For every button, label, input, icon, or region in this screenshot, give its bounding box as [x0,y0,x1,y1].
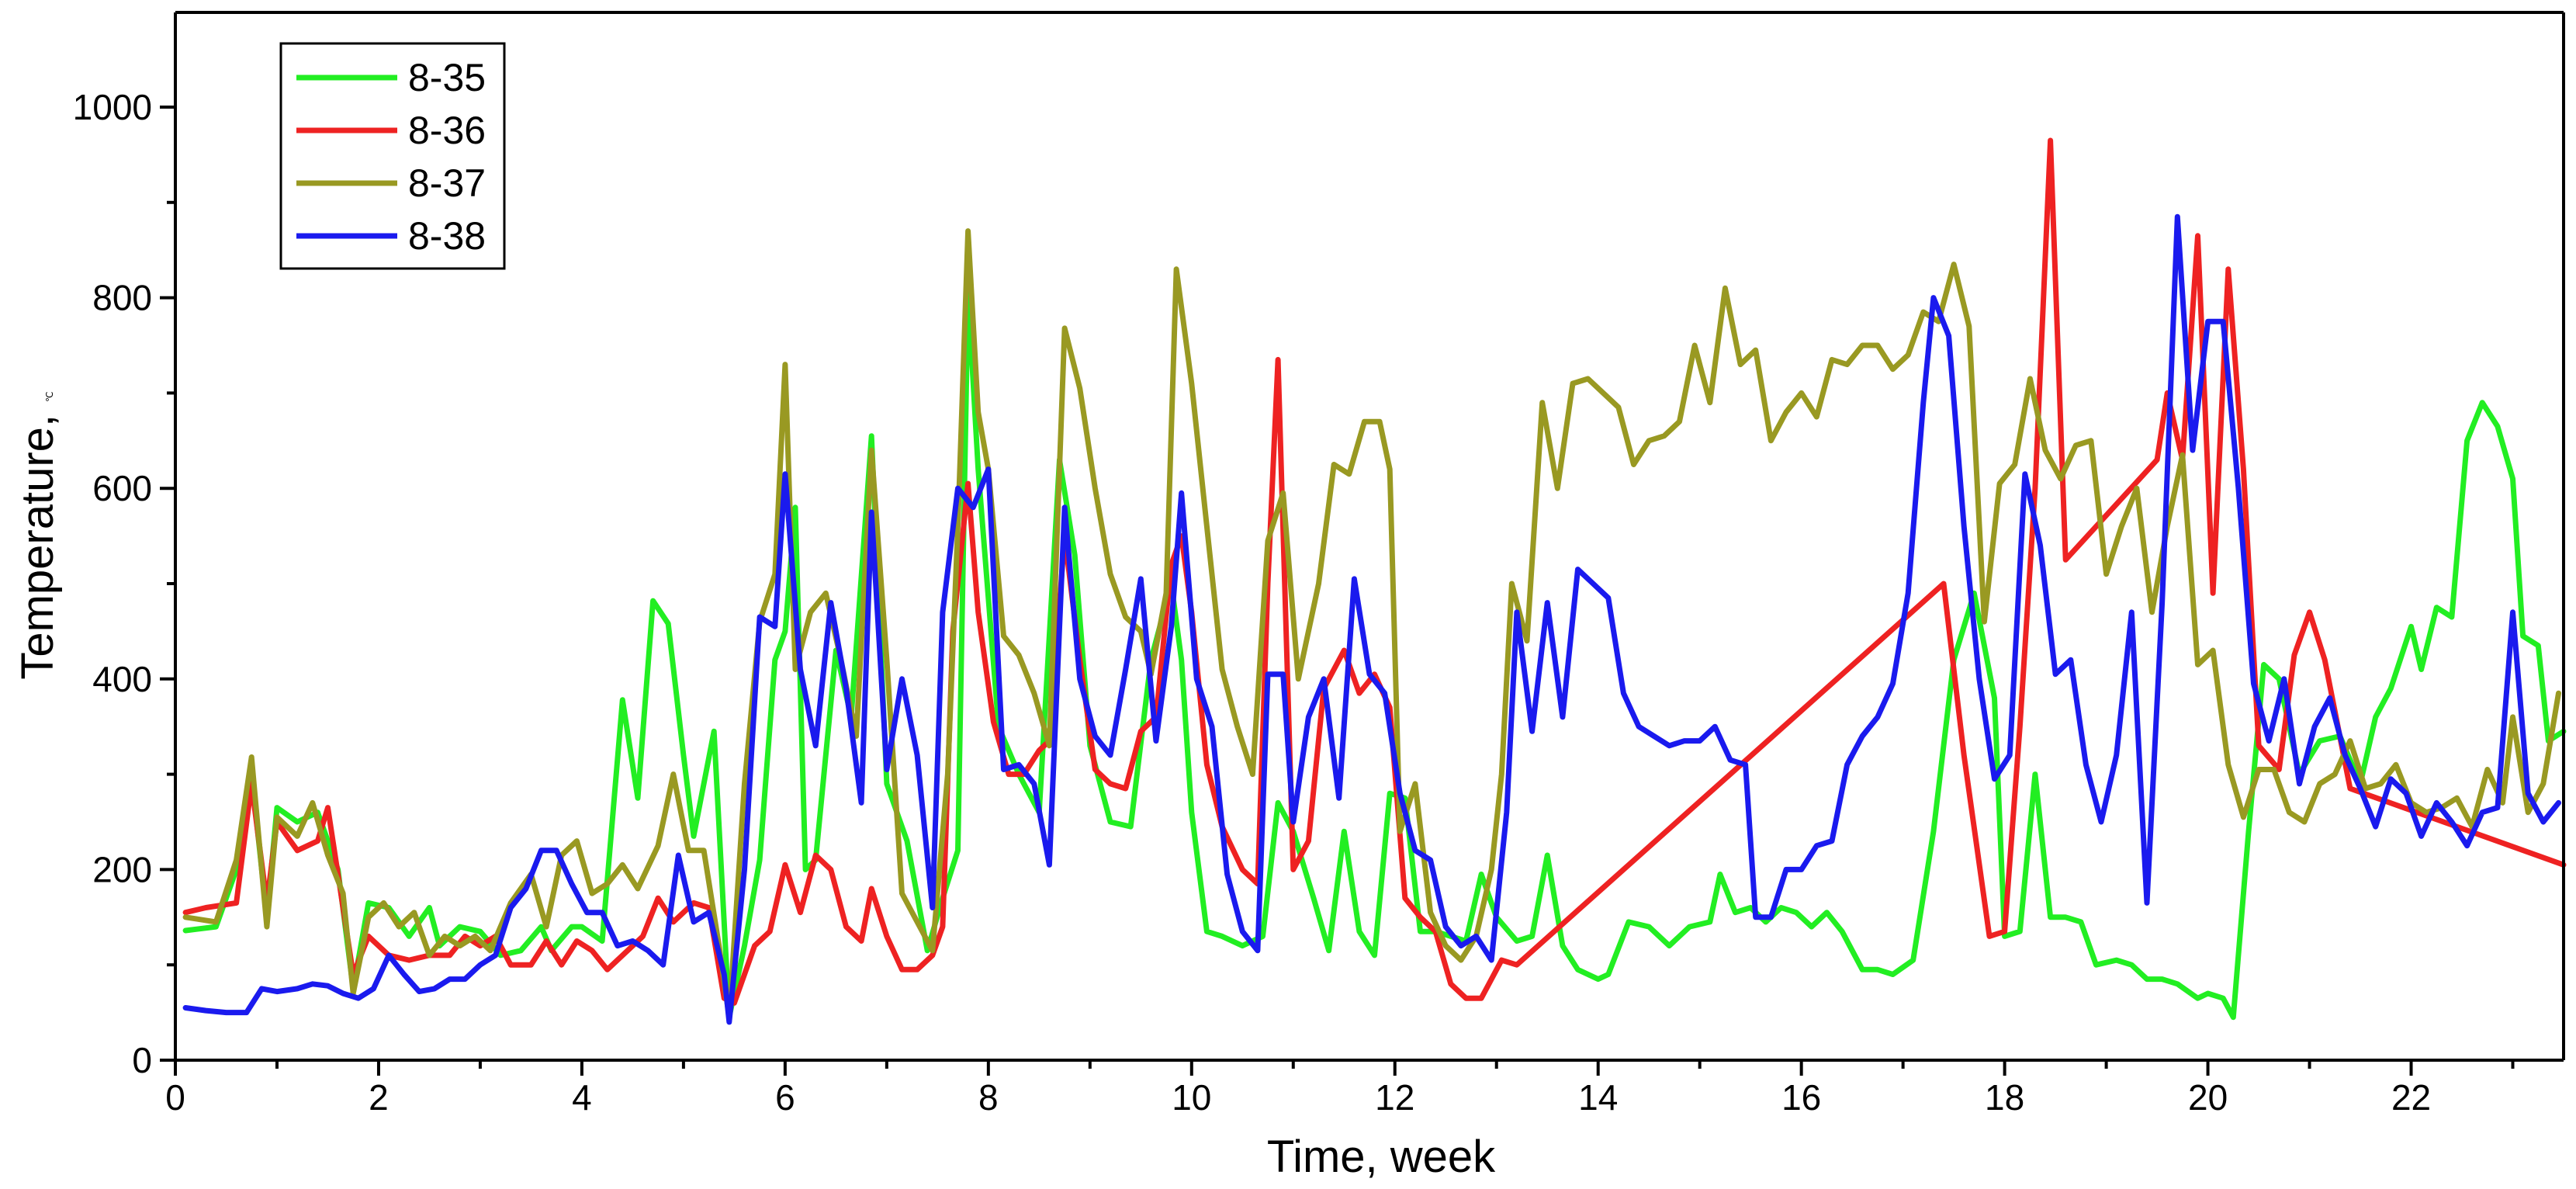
x-tick-label: 8 [978,1077,999,1118]
y-tick-label: 0 [132,1040,152,1080]
y-axis-title-text: Temperature, [12,402,63,680]
x-tick-label: 2 [369,1077,389,1118]
x-axis-title: Time, week [1267,1132,1496,1182]
x-tick-label: 4 [572,1077,592,1118]
x-tick-label: 18 [1985,1077,2024,1118]
x-tick-label: 0 [165,1077,185,1118]
y-tick-label: 200 [92,849,152,889]
x-tick-label: 10 [1172,1077,1211,1118]
y-tick-label: 400 [92,659,152,699]
legend-box [279,42,506,270]
y-tick-label: 600 [92,468,152,508]
x-tick-label: 14 [1578,1077,1618,1118]
x-tick-label: 22 [2391,1077,2431,1118]
y-tick-label: 1000 [73,87,152,127]
y-axis-title-group: Temperature, ℃ [12,391,63,679]
x-tick-label: 20 [2188,1077,2228,1118]
y-ticks: 0 200 400 600 800 1000 [73,87,175,1080]
x-tick-label: 12 [1375,1077,1414,1118]
axes [174,11,2565,1062]
x-ticks: 0 2 4 6 8 10 12 14 16 18 20 22 [165,1060,2515,1118]
y-axis-title: Temperature, ℃ [12,391,63,679]
plot-lines [182,137,2567,1025]
y-tick-label: 800 [92,278,152,318]
x-tick-label: 16 [1781,1077,1821,1118]
series-line-8-38 [182,213,2561,1025]
legend-label-8-38: 8-38 [408,214,486,258]
y-axis-unit-glyph: ℃ [44,391,55,401]
legend-label-8-36: 8-36 [408,109,486,152]
legend: 8-35 8-36 8-37 8-38 [279,42,506,270]
x-tick-label: 6 [775,1077,795,1118]
legend-label-8-35: 8-35 [408,56,486,99]
series-line-8-36 [182,137,2567,1006]
legend-label-8-37: 8-37 [408,161,486,205]
